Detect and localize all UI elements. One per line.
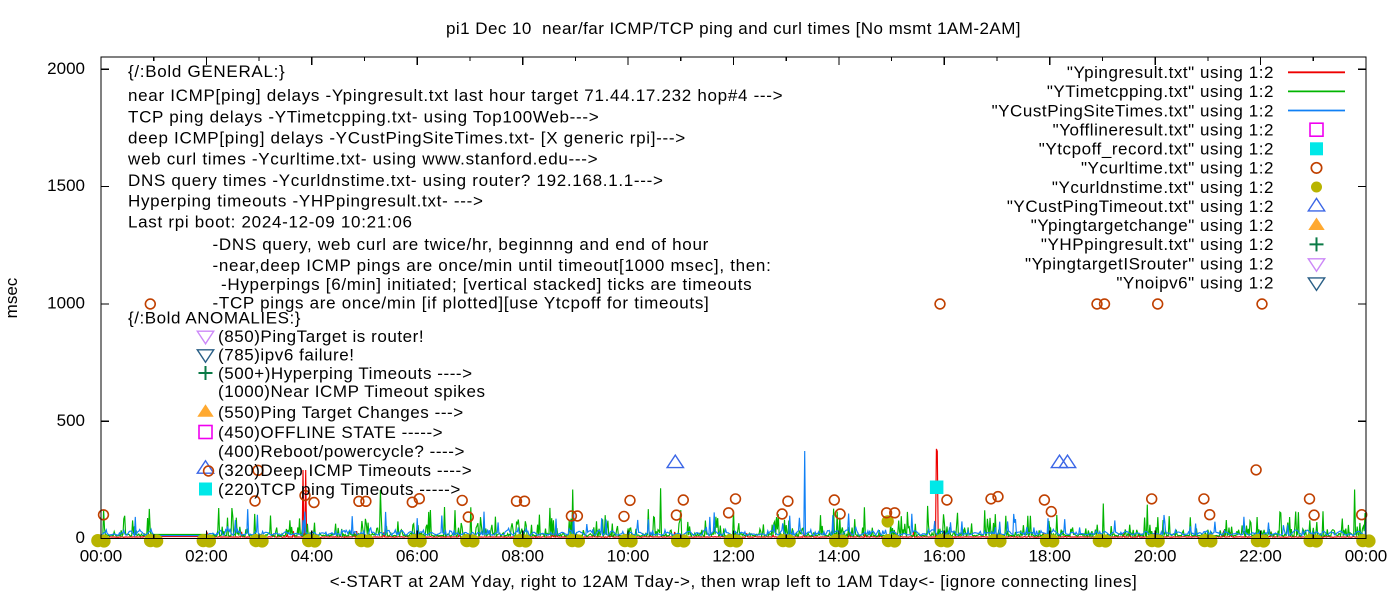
svg-text:{/:Bold GENERAL:}: {/:Bold GENERAL:} [128, 62, 285, 81]
svg-text:"YCustPingTimeout.txt" using 1: "YCustPingTimeout.txt" using 1:2 [1007, 197, 1274, 216]
svg-text:04:00: 04:00 [291, 547, 334, 566]
svg-text:TCP ping delays -YTimetcpping.: TCP ping delays -YTimetcpping.txt- using… [128, 108, 599, 127]
svg-text:(450)OFFLINE STATE ----->: (450)OFFLINE STATE -----> [218, 423, 443, 442]
svg-text:"Ypingtargetchange" using 1:2: "Ypingtargetchange" using 1:2 [1031, 216, 1274, 235]
svg-text:(400)Reboot/powercycle? ---->: (400)Reboot/powercycle? ----> [218, 442, 465, 461]
svg-text:-TCP pings are once/min [if pl: -TCP pings are once/min [if plotted][use… [213, 294, 710, 313]
svg-text:0: 0 [76, 528, 85, 547]
svg-text:(500+)Hyperping Timeouts ---->: (500+)Hyperping Timeouts ----> [218, 364, 473, 383]
svg-text:"Ypingresult.txt" using 1:2: "Ypingresult.txt" using 1:2 [1067, 63, 1274, 82]
svg-text:Last rpi boot: 2024-12-09 10:2: Last rpi boot: 2024-12-09 10:21:06 [128, 213, 413, 232]
svg-text:-Hyperpings [6/min] initiated;: -Hyperpings [6/min] initiated; [vertical… [221, 275, 752, 294]
svg-text:02:00: 02:00 [185, 547, 228, 566]
svg-text:"YCustPingSiteTimes.txt" using: "YCustPingSiteTimes.txt" using 1:2 [992, 101, 1274, 120]
svg-text:{/:Bold ANOMALIES:}: {/:Bold ANOMALIES:} [128, 309, 301, 328]
svg-text:1000: 1000 [47, 294, 85, 313]
svg-text:Hyperping timeouts -YHPpingres: Hyperping timeouts -YHPpingresult.txt- -… [128, 192, 484, 211]
svg-text:06:00: 06:00 [396, 547, 439, 566]
svg-text:pi1 Dec 10 near/far ICMP/TCP: pi1 Dec 10 near/far ICMP/TCP ping and cu… [446, 19, 1021, 38]
svg-text:"Ycurltime.txt" using 1:2: "Ycurltime.txt" using 1:2 [1081, 159, 1274, 178]
svg-text:msec: msec [2, 277, 21, 318]
svg-text:(785)ipv6 failure!: (785)ipv6 failure! [218, 346, 355, 365]
svg-text:08:00: 08:00 [501, 547, 544, 566]
svg-text:20:00: 20:00 [1134, 547, 1177, 566]
svg-text:10:00: 10:00 [607, 547, 650, 566]
svg-text:500: 500 [57, 411, 85, 430]
svg-text:"YpingtargetISrouter" using 1:: "YpingtargetISrouter" using 1:2 [1025, 254, 1274, 273]
svg-text:(320)Deep ICMP Timeouts ---->: (320)Deep ICMP Timeouts ----> [218, 461, 472, 480]
svg-text:"Ytcpoff_record.txt" using 1:2: "Ytcpoff_record.txt" using 1:2 [1039, 140, 1274, 159]
svg-text:"Ycurldnstime.txt" using 1:2: "Ycurldnstime.txt" using 1:2 [1052, 178, 1274, 197]
svg-text:web curl times -Ycurltime.txt-: web curl times -Ycurltime.txt- using www… [127, 150, 598, 169]
svg-text:12:00: 12:00 [712, 547, 755, 566]
svg-text:00:00: 00:00 [80, 547, 123, 566]
svg-text:-DNS query, web curl are twice: -DNS query, web curl are twice/hr, begin… [213, 235, 709, 254]
svg-text:2000: 2000 [47, 59, 85, 78]
svg-text:1500: 1500 [47, 176, 85, 195]
svg-text:(1000)Near ICMP Timeout spikes: (1000)Near ICMP Timeout spikes [218, 382, 486, 401]
svg-text:<-START at 2AM Yday, right to: <-START at 2AM Yday, right to 12AM Tday-… [330, 572, 1138, 591]
svg-text:(550)Ping Target Changes --->: (550)Ping Target Changes ---> [218, 403, 464, 422]
svg-text:00:00: 00:00 [1345, 547, 1388, 566]
svg-text:14:00: 14:00 [818, 547, 861, 566]
svg-text:22:00: 22:00 [1239, 547, 1282, 566]
svg-text:DNS query times -Ycurldnstime.: DNS query times -Ycurldnstime.txt- using… [128, 171, 664, 190]
svg-text:"YHPpingresult.txt" using 1:2: "YHPpingresult.txt" using 1:2 [1041, 235, 1274, 254]
svg-text:18:00: 18:00 [1028, 547, 1071, 566]
svg-text:"Ynoipv6" using 1:2: "Ynoipv6" using 1:2 [1116, 273, 1274, 292]
svg-text:deep ICMP[ping] delays -YCustP: deep ICMP[ping] delays -YCustPingSiteTim… [128, 129, 686, 148]
svg-text:(850)PingTarget is router!: (850)PingTarget is router! [218, 327, 424, 346]
svg-text:-near,deep ICMP pings are once: -near,deep ICMP pings are once/min until… [213, 256, 772, 275]
svg-text:"Yofflineresult.txt" using 1:2: "Yofflineresult.txt" using 1:2 [1053, 120, 1274, 139]
svg-text:near ICMP[ping] delays -Ypingr: near ICMP[ping] delays -Ypingresult.txt … [128, 86, 783, 105]
svg-text:"YTimetcpping.txt" using 1:2: "YTimetcpping.txt" using 1:2 [1047, 82, 1274, 101]
svg-text:(220)TCP ping Timeouts ----->: (220)TCP ping Timeouts -----> [218, 480, 461, 499]
svg-text:16:00: 16:00 [923, 547, 966, 566]
